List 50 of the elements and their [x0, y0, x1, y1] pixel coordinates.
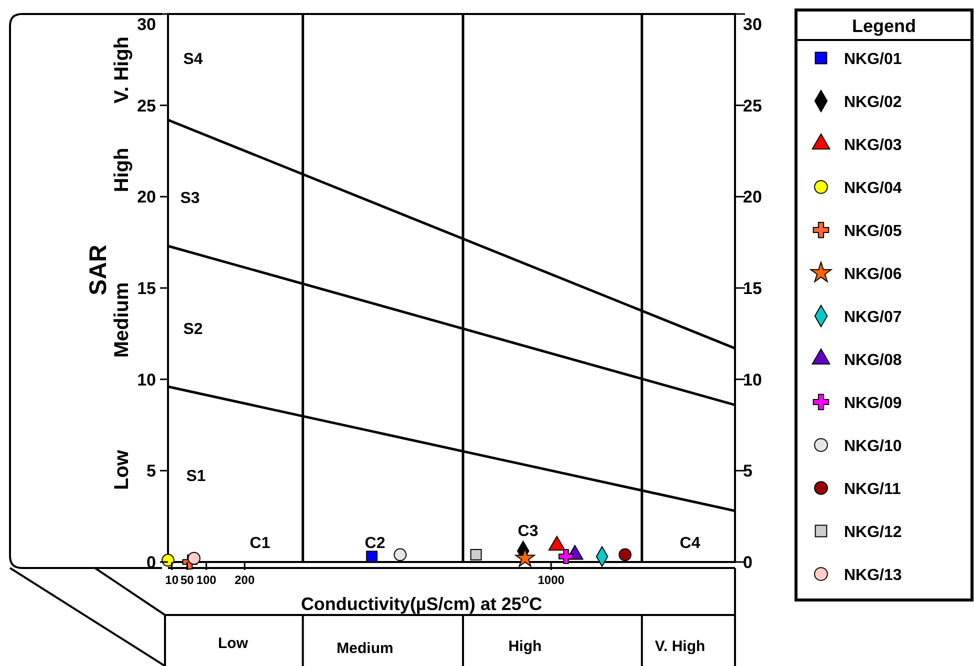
y2-tick-label: 30 — [743, 15, 762, 34]
y-tick-label: 20 — [137, 188, 156, 207]
legend-label: NKG/12 — [844, 524, 902, 541]
annotation: C4 — [680, 535, 700, 552]
legend-label: NKG/04 — [844, 180, 902, 197]
legend-label: NKG/10 — [844, 438, 902, 455]
y2-tick-label: 10 — [743, 370, 762, 390]
y-axis-title: SAR — [85, 244, 112, 296]
x-tick-label: 200 — [234, 573, 255, 587]
text: High — [508, 638, 542, 655]
x-tick-label: 10 — [165, 573, 179, 587]
text: Low — [111, 450, 133, 490]
x-tick-label: 1000 — [538, 573, 565, 587]
legend-label: NKG/03 — [844, 137, 902, 154]
y2-tick-label: 20 — [743, 188, 762, 207]
text: Medium — [111, 282, 133, 358]
annotation: S4 — [183, 51, 203, 68]
x-tick-label: 50 — [180, 573, 194, 587]
y2-tick-label: 15 — [743, 279, 762, 298]
y-tick-label: 15 — [137, 279, 156, 298]
legend-label: NKG/05 — [844, 223, 902, 240]
text: Low — [218, 635, 248, 652]
annotation: C1 — [250, 535, 270, 552]
text: High — [111, 148, 133, 192]
legend-label: NKG/11 — [844, 481, 902, 498]
legend-label: NKG/08 — [844, 352, 902, 369]
text: V. High — [654, 638, 706, 655]
y-tick-label: 30 — [137, 15, 156, 34]
x-axis-title: Conductivity(µS/cm) at 25$^{o}$C — [300, 592, 542, 614]
annotation: S1 — [186, 468, 206, 485]
y2-tick-label: 5 — [743, 462, 752, 481]
legend-label: NKG/01 — [844, 51, 902, 68]
annotation: S3 — [180, 190, 200, 207]
y2-tick-label: 0 — [743, 553, 752, 572]
legend-label: NKG/06 — [844, 266, 902, 283]
text: V. High — [111, 36, 133, 104]
legend-label: NKG/02 — [844, 94, 902, 111]
legend-title: Legend — [852, 16, 916, 36]
y2-tick-label: 25 — [743, 96, 762, 116]
annotation: C2 — [364, 535, 386, 552]
text: Medium — [336, 640, 394, 657]
legend-label: NKG/13 — [844, 567, 902, 584]
y-tick-label: 5 — [146, 462, 156, 481]
y-tick-label: 10 — [137, 370, 156, 390]
legend-label: NKG/09 — [844, 395, 902, 412]
legend-label: NKG/07 — [844, 309, 902, 326]
y-tick-label: 25 — [137, 96, 156, 116]
x-tick-label: 100 — [196, 573, 217, 587]
annotation: S2 — [183, 321, 203, 338]
annotation: C3 — [518, 523, 538, 540]
